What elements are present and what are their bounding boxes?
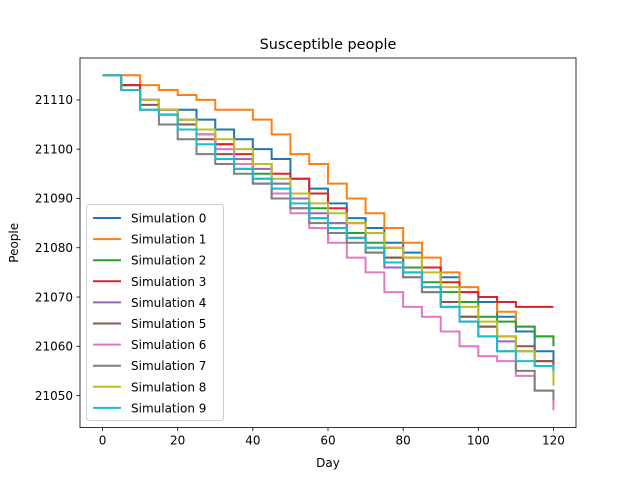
legend-label-8: Simulation 8 [131, 380, 206, 394]
legend-label-5: Simulation 5 [131, 317, 206, 331]
y-tick-label: 21060 [35, 340, 73, 354]
x-axis-label: Day [316, 456, 340, 470]
x-tick-label: 20 [170, 434, 185, 448]
series-line-9 [102, 74, 555, 371]
chart-title: Susceptible people [260, 37, 397, 53]
x-axis: 0 20 40 60 80 100 120 [99, 427, 565, 448]
x-tick-label: 120 [542, 434, 565, 448]
legend-label-2: Simulation 2 [131, 254, 206, 268]
y-tick-label: 21050 [35, 389, 73, 403]
y-tick-label: 21110 [35, 93, 73, 107]
series-line-0 [102, 74, 555, 371]
legend-label-1: Simulation 1 [131, 233, 206, 247]
x-tick-label: 80 [396, 434, 411, 448]
y-tick-label: 21090 [35, 192, 73, 206]
x-tick-label: 100 [467, 434, 490, 448]
legend-label-9: Simulation 9 [131, 401, 206, 415]
legend-label-0: Simulation 0 [131, 212, 206, 226]
y-axis: 21050 21060 21070 21080 21090 21100 21110 [35, 93, 80, 403]
y-tick-label: 21080 [35, 241, 73, 255]
legend-label-3: Simulation 3 [131, 275, 206, 289]
series-lines [102, 74, 555, 411]
legend-label-4: Simulation 4 [131, 296, 206, 310]
x-tick-label: 0 [99, 434, 107, 448]
x-tick-label: 60 [320, 434, 335, 448]
y-tick-label: 21070 [35, 290, 73, 304]
legend-label-6: Simulation 6 [131, 338, 206, 352]
y-tick-label: 21100 [35, 142, 73, 156]
legend-label-7: Simulation 7 [131, 359, 206, 373]
legend: Simulation 0 Simulation 1 Simulation 2 Simu… [86, 204, 224, 421]
x-tick-label: 40 [245, 434, 260, 448]
y-axis-label: People [7, 223, 21, 263]
